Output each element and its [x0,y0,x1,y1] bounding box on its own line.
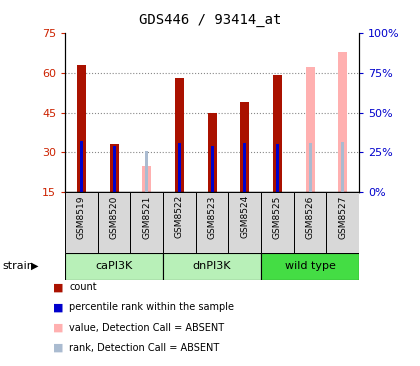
Text: GSM8524: GSM8524 [240,195,249,238]
Bar [273,75,282,192]
Text: GSM8523: GSM8523 [207,195,217,239]
Bar [131,192,163,253]
Bar [240,102,249,192]
Text: GSM8522: GSM8522 [175,195,184,238]
Text: ■: ■ [52,343,63,353]
Text: rank, Detection Call = ABSENT: rank, Detection Call = ABSENT [69,343,220,353]
Text: GSM8527: GSM8527 [338,195,347,239]
Bar [145,151,148,192]
Text: ■: ■ [52,282,63,292]
Bar [65,253,163,280]
Text: ▶: ▶ [31,261,38,271]
Bar [228,192,261,253]
Text: dnPI3K: dnPI3K [193,261,231,271]
Bar [77,65,86,192]
Bar [80,141,83,192]
Text: ■: ■ [52,322,63,333]
Text: GSM8520: GSM8520 [110,195,118,239]
Bar [110,144,119,192]
Text: ■: ■ [52,302,63,313]
Bar [211,146,214,192]
Text: strain: strain [2,261,34,271]
Bar [261,192,294,253]
Text: value, Detection Call = ABSENT: value, Detection Call = ABSENT [69,322,224,333]
Text: percentile rank within the sample: percentile rank within the sample [69,302,234,313]
Bar [98,192,131,253]
Bar [163,192,196,253]
Bar [338,52,347,192]
Text: count: count [69,282,97,292]
Bar [261,253,359,280]
Bar [196,192,228,253]
Bar [65,192,98,253]
Text: GSM8525: GSM8525 [273,195,282,239]
Bar [243,143,246,192]
Bar [326,192,359,253]
Bar [207,113,217,192]
Bar [142,165,151,192]
Bar [305,67,315,192]
Bar [175,78,184,192]
Text: GSM8519: GSM8519 [77,195,86,239]
Text: GSM8526: GSM8526 [306,195,315,239]
Text: GDS446 / 93414_at: GDS446 / 93414_at [139,13,281,27]
Bar [276,143,279,192]
Bar [294,192,326,253]
Text: GSM8521: GSM8521 [142,195,151,239]
Bar [178,143,181,192]
Bar [309,143,312,192]
Text: caPI3K: caPI3K [95,261,133,271]
Bar [341,142,344,192]
Text: wild type: wild type [285,261,336,271]
Bar [163,253,261,280]
Bar [113,146,116,192]
